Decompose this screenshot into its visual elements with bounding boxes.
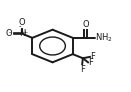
Text: O: O xyxy=(19,18,26,27)
Text: NH$_2$: NH$_2$ xyxy=(95,32,113,44)
Text: F: F xyxy=(80,65,85,74)
Text: N: N xyxy=(19,29,25,38)
Text: -: - xyxy=(19,23,21,29)
Text: O: O xyxy=(5,29,12,38)
Text: F: F xyxy=(88,58,93,67)
Text: O: O xyxy=(82,20,89,29)
Text: +: + xyxy=(22,30,27,35)
Text: -: - xyxy=(8,29,11,35)
Text: F: F xyxy=(90,52,95,61)
